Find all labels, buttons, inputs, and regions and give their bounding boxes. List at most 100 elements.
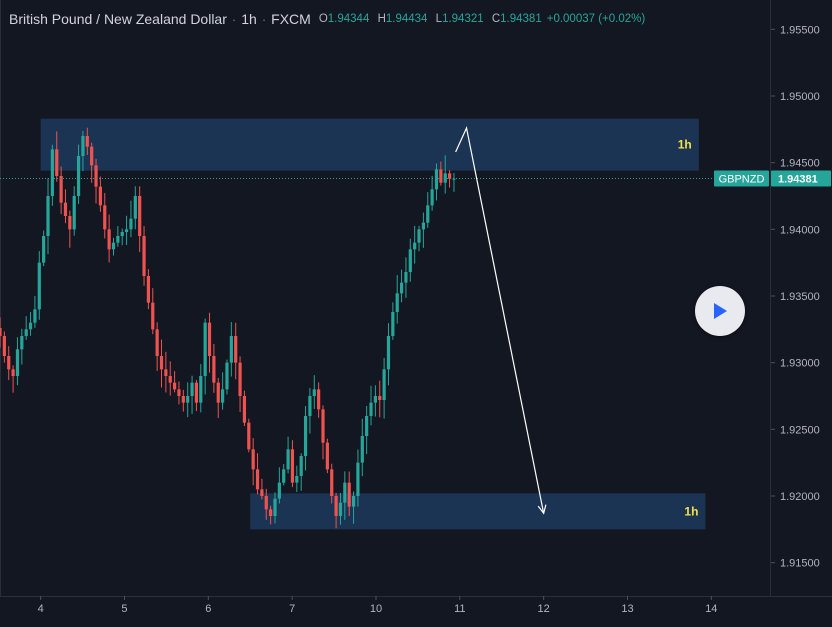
candle-body — [186, 396, 190, 403]
price-axis-bg — [771, 0, 832, 622]
candle-body — [207, 322, 212, 356]
candle-body — [290, 449, 295, 483]
candle-body — [426, 205, 430, 223]
candle-body — [264, 496, 268, 510]
y-tick-label: 1.94500 — [780, 158, 820, 170]
candle-body — [434, 169, 439, 190]
candle-body — [417, 229, 421, 243]
candle-body — [356, 462, 360, 496]
candle-body — [330, 469, 334, 496]
candle-body — [338, 502, 343, 516]
exchange-label: FXCM — [271, 11, 311, 27]
candle-body — [133, 196, 137, 219]
lines-layer — [0, 126, 770, 515]
ohlc-low-value: 1.94321 — [442, 13, 484, 25]
play-button[interactable] — [695, 286, 745, 336]
candle-body — [443, 173, 447, 183]
candle-body — [199, 376, 203, 403]
candle-body — [155, 329, 159, 356]
candle-body — [216, 382, 220, 403]
play-icon — [714, 303, 727, 319]
legend-separator: · — [231, 11, 237, 27]
symbol-name[interactable]: British Pound / New Zealand Dollar — [9, 11, 227, 27]
candle-body — [68, 216, 72, 230]
candle-body — [395, 293, 399, 312]
candle-body — [369, 402, 373, 416]
ohlc-close-value: 1.94381 — [500, 13, 542, 25]
candle-body — [404, 272, 408, 283]
candle-body — [325, 442, 329, 470]
candle-body — [351, 496, 356, 507]
candle-body — [295, 476, 299, 483]
symbol-badge — [714, 170, 769, 187]
y-tick-label: 1.92000 — [780, 491, 820, 503]
candle-body — [168, 376, 172, 383]
y-tick-label: 1.95000 — [780, 91, 820, 103]
y-tick-label: 1.95500 — [780, 24, 820, 36]
candle-body — [365, 416, 369, 436]
candle-body — [221, 389, 225, 403]
ohlc-high-key: H — [377, 13, 386, 25]
zone-box — [40, 118, 699, 171]
candle-body — [116, 236, 120, 243]
interval-label[interactable]: 1h — [241, 11, 257, 27]
candle-body — [273, 498, 277, 516]
candle-body — [347, 482, 351, 507]
symbol-badge-label: GBPNZD — [719, 174, 765, 186]
candle-body — [28, 322, 33, 330]
candle-body — [203, 322, 207, 376]
candle-body — [225, 362, 229, 390]
zone-label: 1h — [684, 504, 698, 518]
x-tick-label: 4 — [38, 603, 44, 615]
candle-body — [159, 356, 164, 370]
candle-body — [303, 416, 308, 456]
projection-path — [455, 126, 545, 514]
candle-body — [190, 382, 194, 396]
candle-body — [42, 236, 46, 263]
candle-body — [238, 362, 242, 396]
candle-body — [242, 396, 247, 423]
candle-body — [103, 205, 107, 230]
symbol-legend: British Pound / New Zealand Dollar · 1h … — [9, 9, 645, 29]
candle-body — [181, 396, 185, 403]
last-price-tag — [771, 170, 831, 187]
candle-body — [50, 149, 54, 196]
candle-body — [269, 509, 273, 516]
candle-body — [7, 356, 11, 370]
candle-body — [447, 173, 452, 179]
candle-body — [251, 449, 255, 470]
ohlc-values: O1.94344 H1.94434 L1.94321 C1.94381 — [319, 13, 547, 25]
candle-body — [299, 456, 303, 476]
candle-body — [421, 222, 425, 230]
y-tick-label: 1.94000 — [780, 224, 820, 236]
candle-body — [20, 336, 24, 350]
candle-body — [151, 302, 155, 330]
candle-body — [0, 328, 2, 336]
candle-body — [59, 176, 63, 203]
candle-body — [172, 382, 177, 390]
candle-body — [55, 149, 59, 176]
projection-arrowhead — [537, 504, 547, 515]
zones-layer: 1h 1h — [40, 118, 706, 530]
candle-body — [194, 382, 199, 403]
candle-body — [391, 312, 395, 336]
candle-body — [386, 336, 391, 370]
y-tick-label: 1.93500 — [780, 291, 820, 303]
ohlc-low-key: L — [435, 13, 443, 25]
zone-box — [250, 493, 706, 530]
candle-body — [33, 309, 37, 323]
candle-body — [46, 196, 50, 236]
price-change: +0.00037 (+0.02%) — [546, 13, 646, 25]
candle-body — [321, 409, 325, 443]
candle-body — [343, 482, 347, 503]
x-tick-label: 11 — [454, 603, 465, 615]
candle-body — [120, 232, 124, 236]
x-tick-label: 14 — [705, 603, 717, 615]
candle-body — [308, 396, 312, 416]
candle-body — [177, 389, 181, 396]
candle-body — [72, 196, 76, 230]
candle-body — [11, 369, 15, 376]
